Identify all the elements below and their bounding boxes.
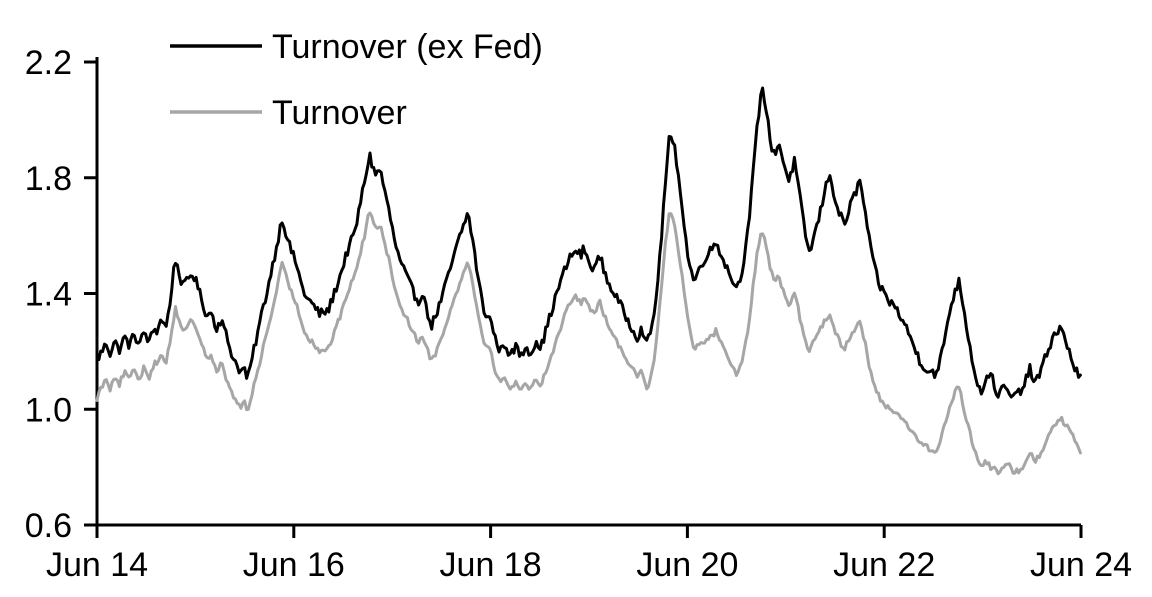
legend-label-turnover-ex-fed: Turnover (ex Fed) — [272, 28, 543, 66]
x-tick-label: Jun 16 — [243, 546, 345, 584]
plot-area — [95, 86, 1082, 476]
x-tick-label: Jun 18 — [440, 546, 542, 584]
x-tick-label: Jun 22 — [833, 546, 935, 584]
axes: 0.6 1.0 1.4 1.8 2.2 Jun 14 Jun 16 Jun 18 Jun 20 J… — [25, 44, 1132, 584]
y-tick-label: 1.0 — [25, 391, 72, 429]
y-tick-label: 1.8 — [25, 160, 72, 198]
y-tick-label: 0.6 — [25, 507, 72, 545]
y-tick-label: 2.2 — [25, 44, 72, 82]
x-tick-label: Jun 14 — [46, 546, 148, 584]
series-line-turnover — [95, 211, 1082, 476]
legend: Turnover (ex Fed) Turnover — [170, 28, 543, 132]
y-tick-label: 1.4 — [25, 276, 72, 314]
legend-label-turnover: Turnover — [272, 94, 407, 132]
x-tick-label: Jun 20 — [636, 546, 738, 584]
x-tick-label: Jun 24 — [1030, 546, 1132, 584]
series-line-turnover-ex-fed — [95, 86, 1082, 399]
